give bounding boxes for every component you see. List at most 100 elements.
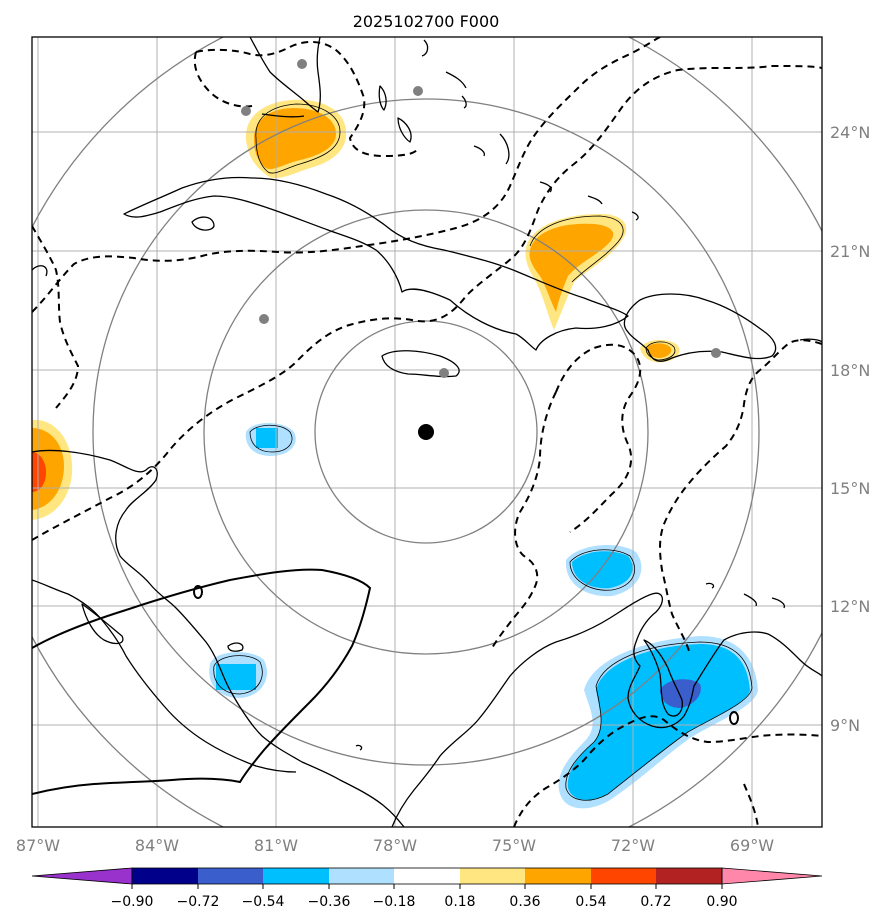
- dashed-contour-southeast: [513, 715, 822, 827]
- dashed-contour-venezuela-south: [743, 783, 759, 827]
- colorbar-segment: [263, 868, 329, 884]
- colorbar-label: 0.18: [444, 894, 475, 910]
- negative-anomaly-caribbean-west-core: [256, 428, 278, 448]
- outline-central-america: [213, 655, 263, 695]
- coastline-bahamas-3: [421, 39, 429, 57]
- range-ring-3: [92, 98, 760, 766]
- solid-contour-line: [32, 568, 372, 795]
- lon-label-72w: 72°W: [611, 836, 655, 855]
- dashed-contour-florida-left: [193, 51, 253, 108]
- colorbar-ticks: [131, 884, 723, 889]
- colorbar-label: 0.36: [509, 894, 540, 910]
- solid-zero-contour: [32, 568, 739, 795]
- lon-label-78w: 78°W: [373, 836, 417, 855]
- dashed-contours: [32, 37, 822, 827]
- latitude-labels: 24°N 21°N 18°N 15°N 12°N 9°N: [830, 123, 870, 735]
- colorbar-label: 0.54: [575, 894, 606, 910]
- coastline-florida: [249, 37, 321, 113]
- negative-anomaly-aruba-core: [572, 551, 633, 589]
- coastline-colombia-venezuela: [391, 592, 822, 827]
- map-title: 2025102700 F000: [353, 12, 500, 31]
- positive-anomaly-cuba-east-core: [529, 223, 614, 312]
- coastline-isle-of-youth: [191, 216, 215, 231]
- coastline-bahamas-10: [631, 211, 639, 221]
- coastline-bahamas-5: [461, 95, 467, 109]
- outline-hispaniola: [645, 341, 676, 361]
- range-rings: [32, 37, 822, 827]
- colorbar-segment: [460, 868, 525, 884]
- anomaly-outlines: [213, 103, 753, 801]
- colorbar-extend-max: [721, 867, 823, 885]
- coastline-bahamas-1: [378, 85, 387, 111]
- colorbar-label: −0.90: [111, 894, 154, 910]
- colorbar-extend-min: [31, 867, 133, 885]
- colorbar-segment: [394, 868, 460, 884]
- dashed-contour-haiti-upper: [555, 343, 642, 533]
- lat-label-9n: 9°N: [830, 716, 860, 735]
- lon-label-75w: 75°W: [492, 836, 536, 855]
- coastlines: [32, 37, 822, 827]
- dashed-contour-west-mexico: [32, 225, 80, 409]
- colorbar-segment: [329, 868, 394, 884]
- dashed-contour-florida: [195, 40, 419, 158]
- range-ring-1: [314, 320, 538, 544]
- coastline-central-america: [32, 265, 405, 827]
- storm-center-marker: [418, 424, 434, 440]
- coastline-abc-1: [705, 582, 715, 589]
- outline-venezuela: [565, 641, 753, 801]
- coastline-bahamas-9: [587, 195, 603, 205]
- colorbar-label: 0.90: [706, 894, 737, 910]
- colorbar-segment: [132, 868, 198, 884]
- dashed-contour-haiti: [491, 391, 557, 649]
- coastline-bahamas-2: [397, 117, 412, 143]
- colorbar-label: 0.72: [640, 894, 671, 910]
- coastline-honduras: [81, 603, 124, 645]
- outline-aruba: [569, 549, 635, 591]
- map-area: [32, 37, 822, 827]
- dashed-contour-central: [32, 64, 822, 541]
- colorbar-label: −0.54: [242, 894, 285, 910]
- colorbar-segment: [525, 868, 591, 884]
- station-dot: [259, 314, 269, 324]
- contour-label-marker-2: [729, 711, 739, 725]
- dashed-contour-east: [659, 339, 822, 655]
- station-dots: [241, 59, 721, 378]
- lon-label-87w: 87°W: [16, 836, 60, 855]
- station-dot: [241, 106, 251, 116]
- colorbar: −0.90 −0.72 −0.54 −0.36 −0.18 0.18 0.36 …: [31, 867, 823, 910]
- station-dot: [297, 59, 307, 69]
- lat-label-24n: 24°N: [830, 123, 870, 142]
- colorbar-label: −0.18: [373, 894, 416, 910]
- colorbar-label: −0.36: [308, 894, 351, 910]
- coastline-nicaragua-lake: [227, 642, 244, 652]
- colorbar-segment: [656, 868, 722, 884]
- colorbar-segment: [198, 868, 263, 884]
- lon-label-81w: 81°W: [254, 836, 298, 855]
- outline-cuba-west: [255, 103, 341, 174]
- station-dot: [439, 368, 449, 378]
- shaded-anomaly-fields: [32, 99, 758, 809]
- coastline-bahamas-8: [539, 181, 552, 193]
- range-ring-2: [203, 209, 649, 655]
- positive-anomaly-hispaniola-core: [646, 343, 672, 358]
- map-frame: [31, 36, 823, 828]
- lon-label-84w: 84°W: [135, 836, 179, 855]
- graticule: [32, 37, 822, 827]
- contour-label-marker: [193, 585, 203, 599]
- dashed-contour-gulf-to-atlantic: [32, 37, 661, 313]
- coastline-bahamas-7: [499, 133, 510, 165]
- lat-label-18n: 18°N: [830, 361, 870, 380]
- negative-anomaly-central-america-core: [216, 664, 256, 690]
- negative-anomaly-venezuela-core: [567, 644, 750, 800]
- lon-label-69w: 69°W: [730, 836, 774, 855]
- outline-caribbean-west: [249, 424, 293, 453]
- colorbar-label: −0.72: [177, 894, 220, 910]
- positive-anomaly-west-edge-core: [32, 428, 64, 510]
- coastline-cuba: [123, 176, 629, 351]
- coastline-bahamas-6: [473, 145, 486, 157]
- positive-anomaly-west-edge-peak: [32, 452, 46, 492]
- coastline-abc-2: [743, 593, 758, 607]
- colorbar-frame: [131, 867, 723, 885]
- lat-label-12n: 12°N: [830, 597, 870, 616]
